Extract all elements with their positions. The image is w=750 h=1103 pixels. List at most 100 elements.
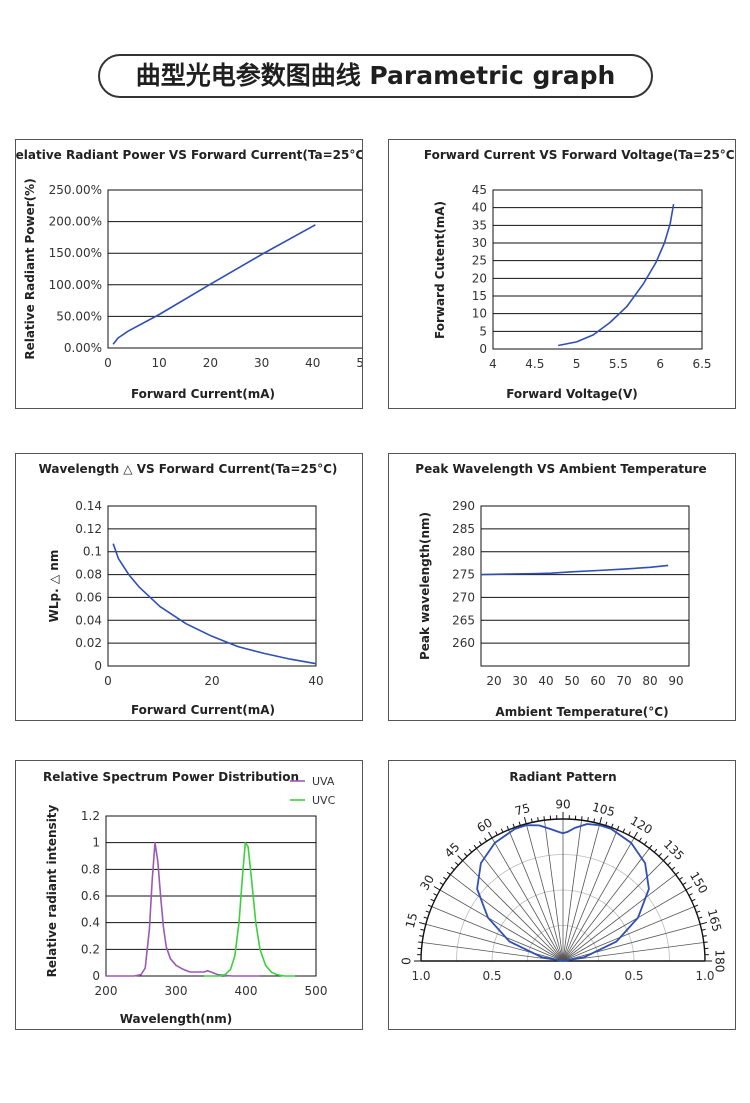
polar-tick [701, 928, 706, 931]
polar-tick [488, 831, 493, 839]
chart-panel-relative-radiant-power: Relative Radiant Power VS Forward Curren… [15, 139, 363, 409]
x-tick-label: 0 [104, 674, 112, 688]
polar-tick [446, 871, 451, 875]
polar-radial-line [562, 942, 704, 962]
polar-tick [628, 831, 631, 836]
polar-radial-line [439, 889, 564, 962]
y-tick-label: 0 [92, 969, 100, 983]
polar-outer-arc [420, 818, 706, 962]
x-tick-label: 6 [656, 357, 664, 371]
polar-tick [455, 861, 459, 866]
y-tick-label: 0.4 [81, 916, 100, 930]
polar-tick [450, 866, 455, 871]
page-title: 曲型光电参数图曲线 Parametric graph [135, 61, 616, 90]
polar-radial-line [562, 823, 601, 962]
polar-tick [702, 935, 707, 937]
y-axis-label: Relative radiant intensity [45, 804, 59, 977]
x-tick-label: 40 [308, 674, 323, 688]
y-tick-label: 0 [479, 342, 487, 356]
y-tick-label: 0.14 [75, 499, 102, 513]
polar-radial-line [562, 820, 582, 962]
angle-label: 30 [417, 873, 437, 893]
polar-tick [696, 910, 701, 913]
polar-tick [423, 916, 428, 919]
polar-tick [691, 898, 696, 902]
polar-tick [512, 823, 515, 828]
polar-radial-line [491, 837, 564, 962]
angle-label: 0 [399, 957, 413, 965]
chart-panel-peak-wavelength-temperature: Peak Wavelength VS Ambient Temperature 26… [388, 453, 736, 721]
y-tick-label: 1.2 [81, 809, 100, 823]
radius-label: 0.5 [624, 969, 643, 983]
x-tick-label: 0 [104, 356, 112, 370]
polar-tick [430, 898, 435, 902]
y-tick-label: 100.00% [49, 278, 102, 292]
y-axis-label: WLp. △ nm [47, 550, 61, 623]
legend-label: UVC [312, 794, 336, 807]
angle-label: 90 [555, 797, 570, 811]
series-line-1 [558, 203, 675, 347]
y-tick-label: 10 [472, 307, 487, 321]
polar-radial-line [562, 906, 695, 962]
series-line-1 [112, 543, 317, 665]
y-tick-label: 265 [452, 613, 475, 627]
plot-frame [492, 189, 703, 350]
chart-forward-current-voltage: Forward Current VS Forward Voltage(Ta=25… [424, 148, 735, 401]
y-tick-label: 290 [452, 499, 475, 513]
polar-tick [419, 935, 424, 937]
x-tick-label: 50 [356, 356, 362, 370]
polar-radial-line [562, 923, 701, 962]
polar-tick [599, 816, 603, 824]
chart-title: Wavelength △ VS Forward Current(Ta=25°C) [39, 462, 338, 476]
y-tick-label: 0.02 [75, 636, 102, 650]
x-tick-label: 40 [305, 356, 320, 370]
polar-tick [682, 882, 687, 886]
y-tick-label: 25 [472, 254, 487, 268]
polar-radial-line [562, 874, 676, 962]
polar-tick [495, 831, 498, 836]
legend-label: UVA [312, 775, 335, 788]
polar-tick [425, 910, 430, 913]
x-tick-label: 20 [203, 356, 218, 370]
polar-tick [478, 841, 482, 845]
polar-tick [685, 886, 693, 891]
polar-tick [644, 841, 648, 845]
angle-label: 180 [713, 950, 727, 973]
polar-radial-line [525, 823, 564, 962]
polar-tick [433, 893, 438, 896]
polar-tick [688, 893, 693, 896]
x-tick-label: 200 [95, 984, 118, 998]
y-tick-label: 0.00% [64, 341, 102, 355]
x-tick-label: 6.5 [692, 357, 711, 371]
x-tick-label: 60 [590, 674, 605, 688]
y-tick-label: 45 [472, 183, 487, 197]
polar-radial-line [462, 860, 564, 962]
x-tick-label: 70 [616, 674, 631, 688]
plot-frame [107, 505, 317, 667]
radius-label: 0.5 [482, 969, 501, 983]
polar-radial-line [562, 860, 664, 962]
chart-spectrum: Relative Spectrum Power Distribution 0 0.2… [43, 770, 336, 1026]
polar-tick [622, 828, 626, 833]
y-tick-label: 150.00% [49, 246, 102, 260]
polar-tick [484, 837, 488, 842]
chart-title: Forward Current VS Forward Voltage(Ta=25… [424, 148, 735, 162]
polar-tick [698, 916, 703, 919]
polar-tick [671, 866, 676, 871]
y-tick-label: 0.8 [81, 862, 100, 876]
x-tick-label: 500 [305, 984, 328, 998]
radius-label: 0.0 [553, 969, 572, 983]
polar-tick [649, 844, 653, 849]
polar-tick [518, 821, 521, 826]
series-line-1 [112, 224, 316, 345]
polar-radial-line [544, 820, 564, 962]
radiant-pattern-curve [476, 823, 650, 962]
y-tick-label: 0.06 [75, 590, 102, 604]
angle-label: 75 [513, 801, 531, 818]
polar-tick [418, 921, 426, 925]
y-tick-label: 40 [472, 201, 487, 215]
x-tick-label: 5 [573, 357, 581, 371]
polar-tick [418, 941, 423, 943]
x-axis-label: Forward Current(mA) [131, 387, 275, 401]
chart-panel-forward-current-voltage: Forward Current VS Forward Voltage(Ta=25… [388, 139, 736, 409]
